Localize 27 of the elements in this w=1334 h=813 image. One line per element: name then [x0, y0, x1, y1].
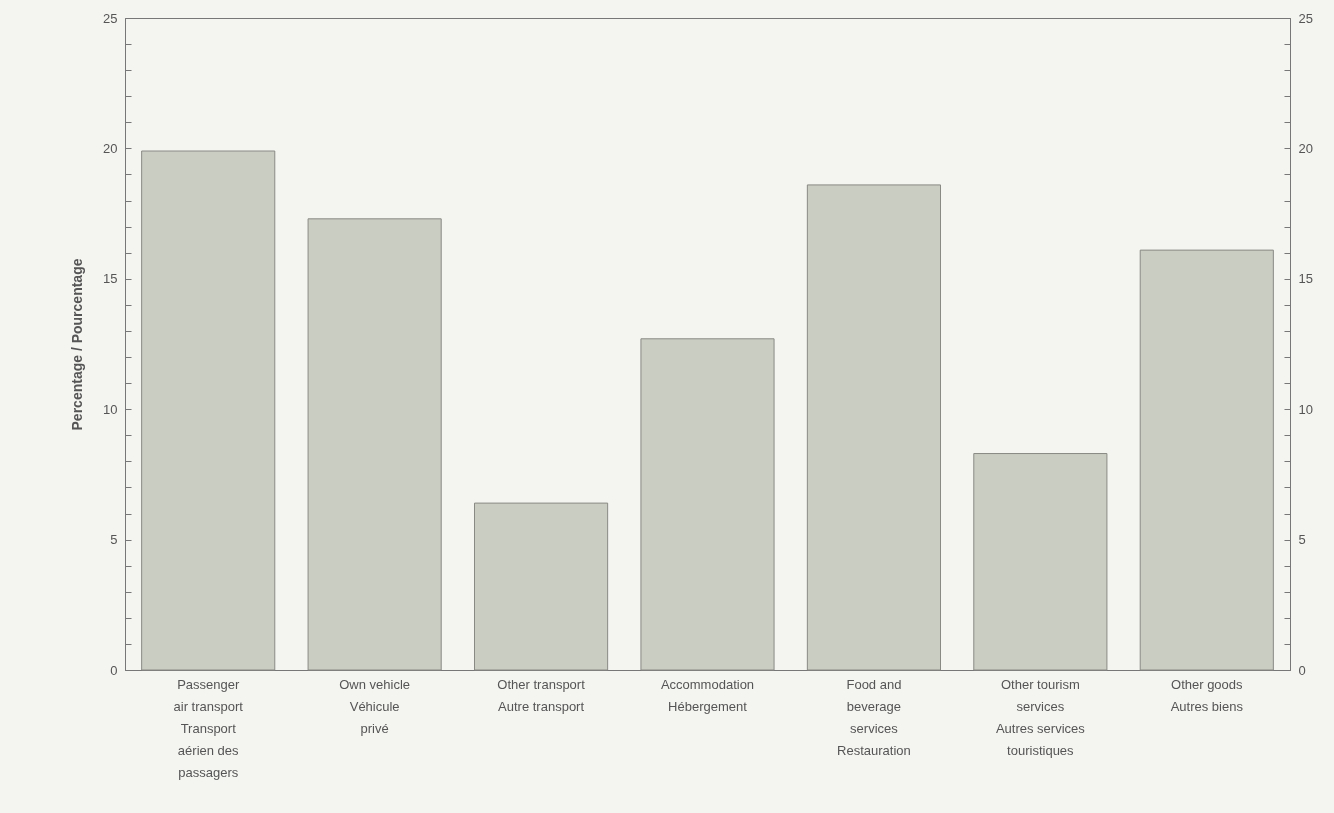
- bar: [141, 150, 276, 671]
- bar: [973, 453, 1108, 671]
- x-tick-label: Other goods Autres biens: [1170, 676, 1244, 714]
- y2-tick-label: 10: [1298, 401, 1313, 417]
- x-tick-label: Other transport Autre transport: [497, 676, 586, 714]
- y-tick-label: 0: [110, 662, 118, 678]
- x-tick-label: Other tourism services Autres services touristiques: [995, 676, 1086, 758]
- y-tick-label: 10: [103, 401, 118, 417]
- x-tick-label: Accommodation Hébergement: [660, 676, 755, 714]
- y-tick-label: 25: [103, 10, 118, 26]
- bar: [640, 338, 775, 671]
- bar: [1139, 249, 1274, 671]
- y-tick-label: 20: [103, 140, 118, 156]
- y-tick-label: 5: [110, 532, 118, 548]
- y-tick-label: 15: [103, 271, 118, 287]
- y2-tick-label: 20: [1298, 140, 1313, 156]
- bar: [806, 184, 941, 671]
- y2-tick-label: 15: [1298, 271, 1313, 287]
- x-tick-label: Passenger air transport Transport aérien des passagers: [173, 676, 244, 780]
- y-axis-title: Percentage / Pourcentage: [69, 258, 86, 431]
- bar: [474, 502, 609, 671]
- x-tick-label: Food and beverage services Restauration: [837, 676, 911, 758]
- y2-tick-label: 5: [1298, 532, 1306, 548]
- x-tick-label: Own vehicle Véhicule privé: [339, 676, 411, 736]
- y2-tick-label: 25: [1298, 10, 1313, 26]
- bar: [307, 218, 442, 671]
- y2-tick-label: 0: [1298, 662, 1306, 678]
